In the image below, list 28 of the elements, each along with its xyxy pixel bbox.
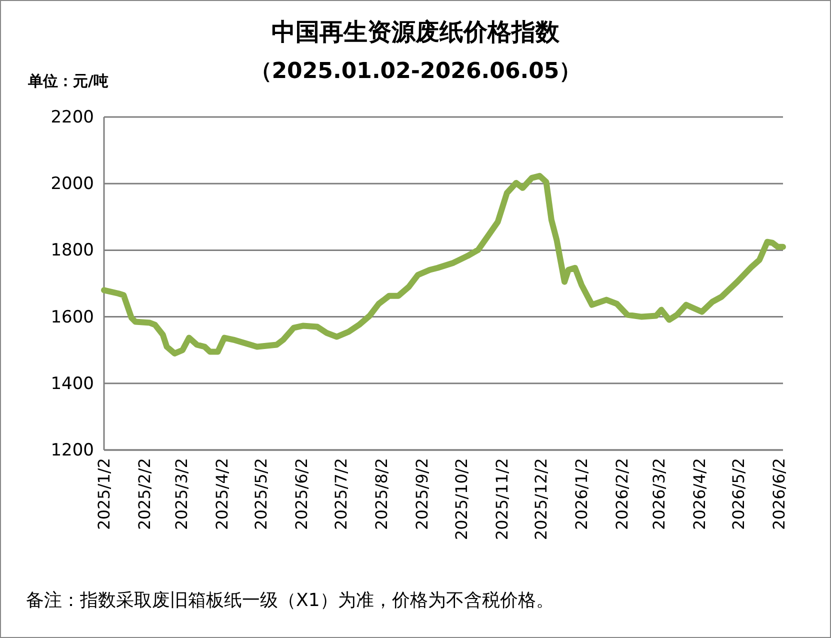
x-tick-label: 2025/4/2 xyxy=(212,458,232,530)
x-tick-label: 2025/1/2 xyxy=(94,458,114,530)
x-tick-label: 2025/2/2 xyxy=(135,458,154,530)
x-tick-label: 2026/6/2 xyxy=(770,458,789,530)
y-tick-label: 1400 xyxy=(50,374,94,394)
chart-subtitle: （2025.01.02-2026.06.05） xyxy=(250,59,582,84)
x-tick-label: 2025/6/2 xyxy=(292,458,312,530)
x-tick-label: 2025/10/2 xyxy=(452,458,471,540)
x-tick-label: 2025/7/2 xyxy=(331,458,350,530)
x-tick-label: 2025/3/2 xyxy=(172,458,191,530)
text: 备注：指数采取废旧箱板纸一级（X1）为准，价格为不含税价格。 xyxy=(26,590,554,611)
y-tick-label: 2000 xyxy=(50,174,94,194)
x-tick-label: 2025/12/2 xyxy=(532,458,551,540)
chart-title: 中国再生资源废纸价格指数 xyxy=(272,18,560,46)
x-tick-label: 2025/8/2 xyxy=(372,458,391,530)
y-tick-label: 2200 xyxy=(50,107,94,128)
x-tick-label: 2025/11/2 xyxy=(492,458,512,540)
x-tick-label: 2026/3/2 xyxy=(649,458,668,530)
x-tick-label: 2025/9/2 xyxy=(412,458,432,530)
y-tick-label: 1800 xyxy=(50,240,94,261)
x-tick-label: 2026/2/2 xyxy=(612,458,632,530)
x-tick-label: 2026/5/2 xyxy=(729,458,748,530)
y-tick-label: 1200 xyxy=(50,440,94,460)
y-axis-title: 单位：元/吨 xyxy=(27,72,108,90)
x-tick-label: 2026/4/2 xyxy=(690,458,709,530)
x-tick-label: 2026/1/2 xyxy=(572,458,592,530)
x-tick-label: 2025/5/2 xyxy=(252,458,271,530)
y-tick-label: 1600 xyxy=(50,307,94,328)
